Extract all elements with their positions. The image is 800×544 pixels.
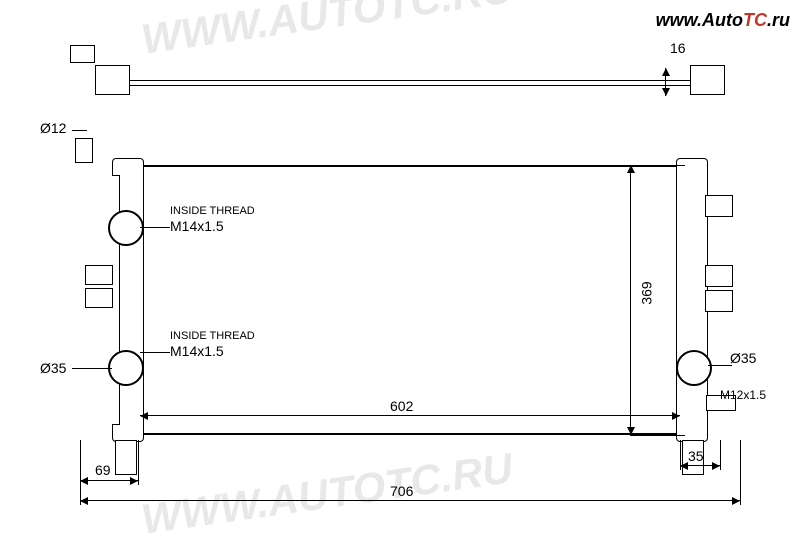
dim-m12: M12x1.5 (720, 388, 766, 402)
ext-5 (740, 440, 741, 505)
leader-d35l (72, 368, 112, 369)
dim-69-line (80, 480, 138, 481)
dim-602-line (140, 415, 680, 416)
leader-d12 (72, 130, 87, 131)
left-foot (115, 440, 137, 475)
dim-d35-left: Ø35 (40, 360, 66, 376)
ext-1 (80, 440, 81, 505)
dim-d35-right: Ø35 (730, 350, 756, 366)
dim-35-line (680, 465, 720, 466)
ext-4 (720, 440, 721, 470)
ext-6 (630, 165, 685, 166)
right-bracket-3 (705, 290, 733, 312)
leader-thread1 (140, 227, 170, 228)
ext-2 (138, 440, 139, 485)
top-left-fitting (95, 65, 130, 95)
dim-height: 369 (639, 281, 655, 304)
left-bracket-2 (85, 288, 113, 308)
thread2-label: INSIDE THREAD (170, 330, 255, 342)
dim-thickness: 16 (670, 40, 686, 56)
logo-prefix: www.Auto (656, 10, 743, 30)
top-right-fitting (690, 65, 725, 95)
thread1-value: M14x1.5 (170, 218, 224, 234)
left-inlet-top (75, 138, 93, 163)
logo-ext: .ru (767, 10, 790, 30)
ext-7 (630, 435, 685, 436)
top-left-port (70, 45, 95, 63)
logo-suffix: TC (743, 10, 767, 30)
thread2-value: M14x1.5 (170, 343, 224, 359)
left-bracket-1 (85, 265, 113, 285)
dim-602: 602 (390, 398, 413, 414)
top-view-bar (125, 80, 695, 86)
dim-706-line (80, 500, 740, 501)
technical-drawing: 16 Ø12 INSIDE THREAD M14x1.5 INSIDE THRE… (40, 30, 760, 510)
site-logo: www.AutoTC.ru (656, 10, 790, 31)
right-bracket-1 (705, 195, 733, 217)
right-bracket-2 (705, 265, 733, 287)
right-tank (676, 158, 708, 442)
dim-thickness-line (665, 68, 666, 96)
right-port (676, 350, 712, 386)
thread1-label: INSIDE THREAD (170, 205, 255, 217)
dim-706: 706 (390, 483, 413, 499)
leader-thread2 (140, 352, 170, 353)
leader-d35r (708, 365, 732, 366)
left-port-1 (108, 210, 144, 246)
dim-d12: Ø12 (40, 120, 66, 136)
dim-69: 69 (95, 462, 111, 478)
dim-height-line (630, 165, 631, 435)
dim-35: 35 (688, 448, 704, 464)
ext-3 (680, 440, 681, 470)
left-port-2 (108, 350, 144, 386)
